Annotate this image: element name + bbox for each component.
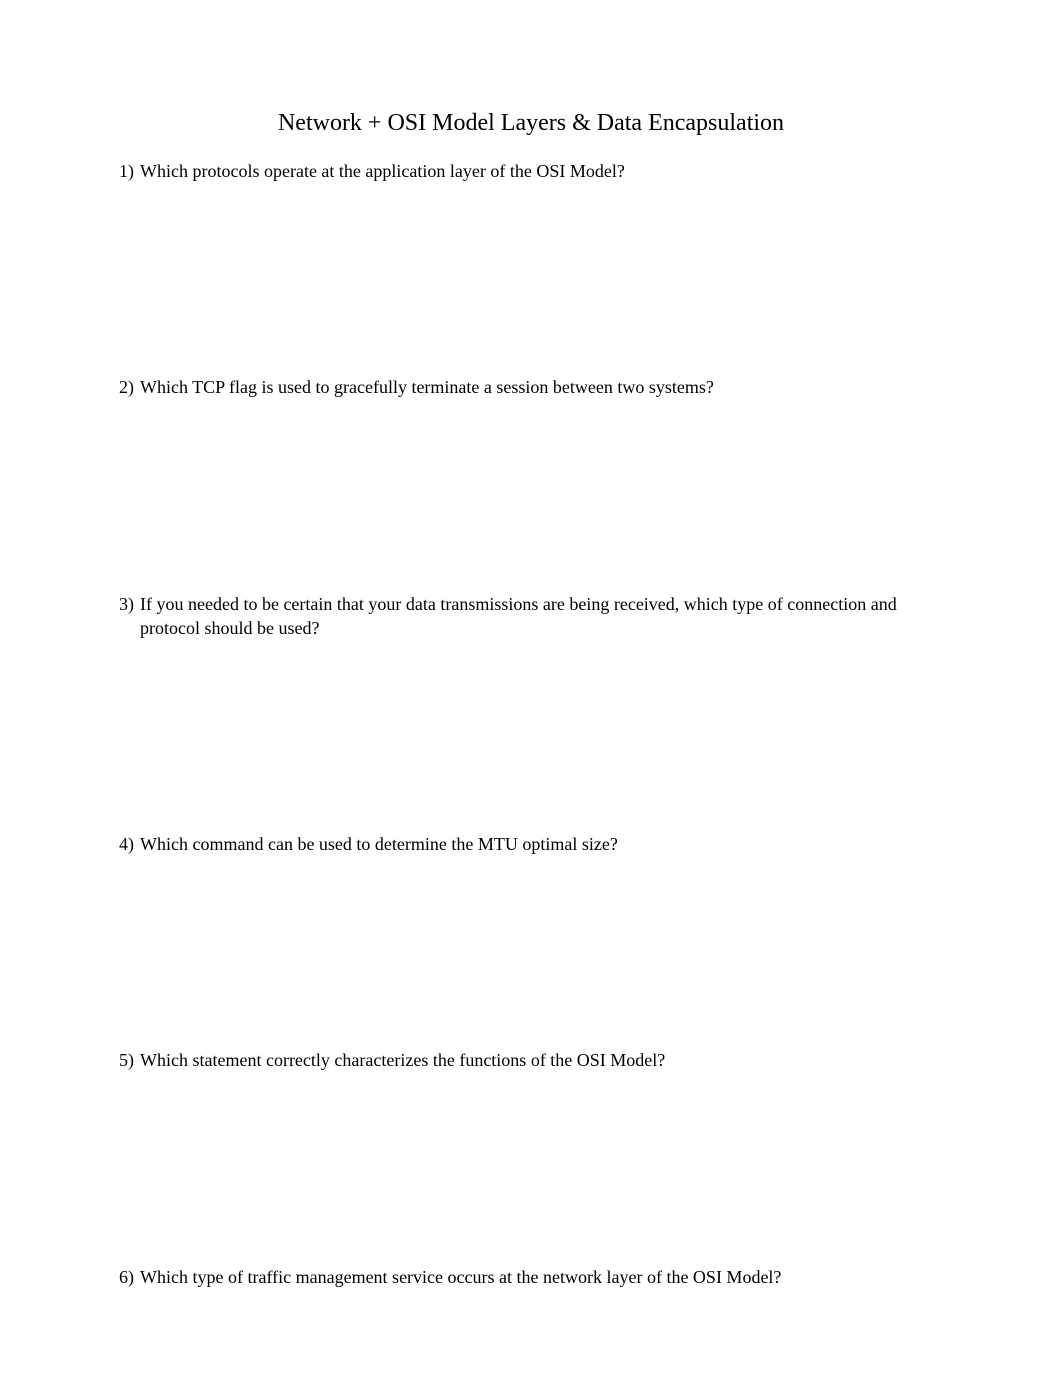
question-text: If you needed to be certain that your da… [140, 592, 954, 641]
question-item: 5) Which statement correctly characteriz… [108, 1048, 954, 1072]
question-number: 5) [108, 1048, 134, 1072]
question-number: 6) [108, 1265, 134, 1289]
question-number: 2) [108, 375, 134, 399]
question-text: Which protocols operate at the applicati… [140, 159, 954, 183]
question-text: Which command can be used to determine t… [140, 832, 954, 856]
question-item: 3) If you needed to be certain that your… [108, 592, 954, 641]
question-item: 6) Which type of traffic management serv… [108, 1265, 954, 1289]
question-item: 1) Which protocols operate at the applic… [108, 159, 954, 183]
questions-list: 1) Which protocols operate at the applic… [108, 159, 954, 1289]
question-item: 2) Which TCP flag is used to gracefully … [108, 375, 954, 399]
question-number: 1) [108, 159, 134, 183]
question-text: Which type of traffic management service… [140, 1265, 954, 1289]
question-text: Which statement correctly characterizes … [140, 1048, 954, 1072]
question-number: 3) [108, 592, 134, 616]
question-item: 4) Which command can be used to determin… [108, 832, 954, 856]
document-title: Network + OSI Model Layers & Data Encaps… [108, 110, 954, 137]
question-text: Which TCP flag is used to gracefully ter… [140, 375, 954, 399]
question-number: 4) [108, 832, 134, 856]
